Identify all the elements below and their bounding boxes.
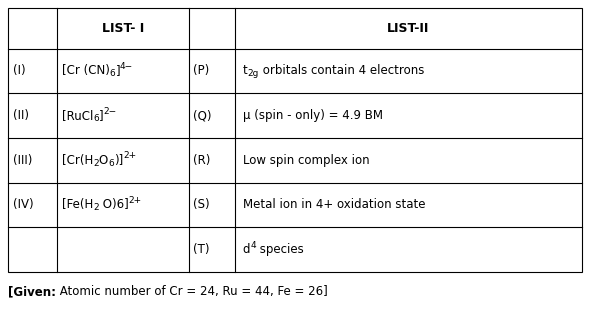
Text: (S): (S) — [193, 198, 209, 212]
Text: ]: ] — [99, 109, 103, 122]
Text: [Fe(H: [Fe(H — [62, 198, 93, 212]
Text: [Cr (CN): [Cr (CN) — [62, 64, 110, 77]
Text: 4−: 4− — [120, 62, 133, 71]
Text: )]: )] — [114, 154, 123, 167]
Text: (T): (T) — [193, 243, 209, 256]
Text: 6: 6 — [110, 69, 116, 78]
Text: orbitals contain 4 electrons: orbitals contain 4 electrons — [259, 64, 424, 77]
Text: (I): (I) — [13, 64, 25, 77]
Text: (II): (II) — [13, 109, 29, 122]
Text: 4: 4 — [250, 241, 256, 250]
Text: LIST- I: LIST- I — [101, 22, 144, 35]
Text: Low spin complex ion: Low spin complex ion — [242, 154, 369, 167]
Text: 2+: 2+ — [123, 151, 136, 160]
Text: t: t — [242, 64, 247, 77]
Text: Atomic number of Cr = 24, Ru = 44, Fe = 26]: Atomic number of Cr = 24, Ru = 44, Fe = … — [56, 285, 328, 299]
Text: Metal ion in 4+ oxidation state: Metal ion in 4+ oxidation state — [242, 198, 425, 212]
Text: (Q): (Q) — [193, 109, 211, 122]
Text: 6: 6 — [93, 114, 99, 123]
Text: ]: ] — [116, 64, 120, 77]
Text: O)6]: O)6] — [99, 198, 129, 212]
Text: species: species — [256, 243, 304, 256]
Text: [Cr(H: [Cr(H — [62, 154, 93, 167]
Text: (III): (III) — [13, 154, 32, 167]
Text: (P): (P) — [193, 64, 209, 77]
Text: 2g: 2g — [247, 69, 259, 78]
Text: 2: 2 — [93, 159, 99, 168]
Text: (R): (R) — [193, 154, 210, 167]
Text: (IV): (IV) — [13, 198, 34, 212]
Text: [RuCl: [RuCl — [62, 109, 93, 122]
Text: LIST-II: LIST-II — [387, 22, 430, 35]
Text: 2: 2 — [93, 203, 99, 213]
Text: 6: 6 — [108, 159, 114, 168]
Text: O: O — [99, 154, 108, 167]
Bar — [8, 8, 582, 272]
Text: [Given:: [Given: — [8, 285, 56, 299]
Text: 2−: 2− — [103, 107, 117, 116]
Text: μ (spin - only) = 4.9 BM: μ (spin - only) = 4.9 BM — [242, 109, 383, 122]
Text: d: d — [242, 243, 250, 256]
Text: 2+: 2+ — [129, 196, 142, 205]
